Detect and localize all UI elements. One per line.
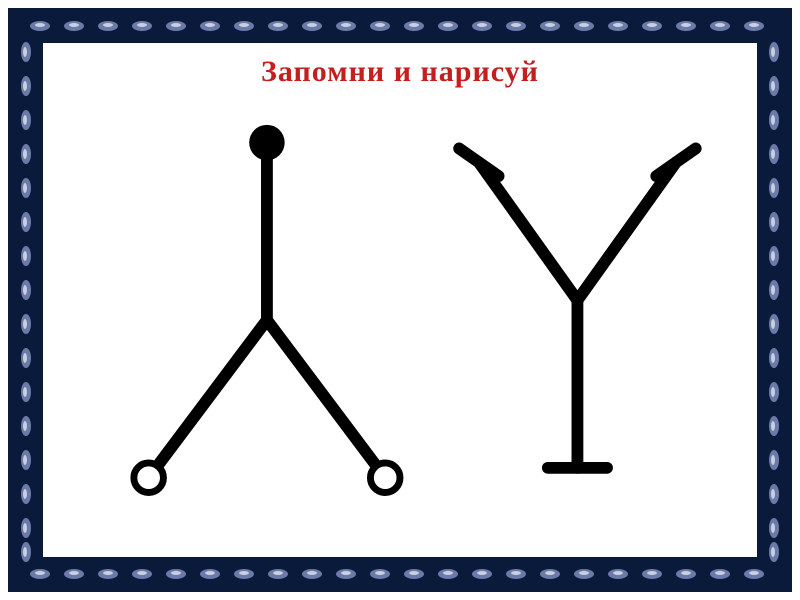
figures-svg (83, 113, 717, 527)
inner-frame: Запомни и нарисуй (40, 40, 760, 560)
right-figure (459, 148, 696, 467)
page-title: Запомни и нарисуй (43, 55, 757, 89)
outer-frame: Запомни и нарисуй (8, 8, 792, 592)
left-figure (134, 125, 400, 493)
memory-figures (83, 113, 717, 527)
